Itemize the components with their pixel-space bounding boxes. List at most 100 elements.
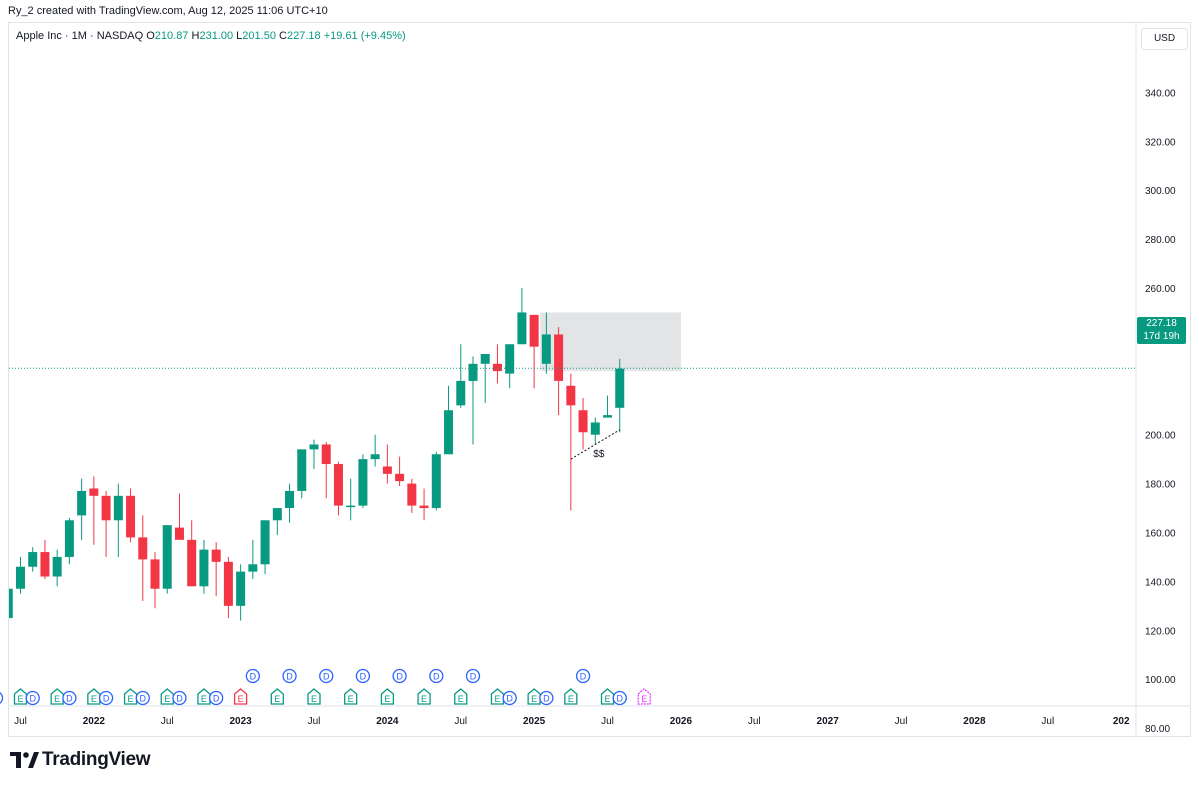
earnings-marker: E bbox=[270, 688, 284, 705]
dividend-circle bbox=[62, 690, 77, 706]
candle bbox=[382, 444, 392, 484]
candle-body bbox=[211, 549, 221, 562]
candle bbox=[28, 547, 38, 572]
dividend-circle bbox=[392, 668, 407, 684]
earnings-letter: E bbox=[17, 694, 23, 704]
earnings-marker: E bbox=[87, 688, 101, 705]
candle-body bbox=[174, 527, 184, 540]
dividend-letter: D bbox=[360, 672, 367, 682]
dividend-circle bbox=[25, 690, 40, 706]
dividend-marker: D bbox=[465, 668, 481, 684]
candle-body bbox=[260, 520, 270, 565]
x-tick-label: 2024 bbox=[376, 716, 399, 727]
earnings-letter: E bbox=[494, 694, 500, 704]
x-tick-label: 2023 bbox=[229, 716, 252, 727]
x-tick-label: 2022 bbox=[83, 716, 106, 727]
candle bbox=[444, 385, 454, 455]
dividend-circle bbox=[209, 690, 224, 706]
ohlc-legend: Apple Inc · 1M · NASDAQ O210.87 H231.00 … bbox=[16, 30, 406, 42]
y-tick-label: 160.00 bbox=[1145, 529, 1176, 540]
candle bbox=[419, 488, 429, 521]
candle bbox=[517, 288, 527, 345]
dividend-marker: D bbox=[539, 690, 554, 706]
y-tick-label: 200.00 bbox=[1145, 431, 1176, 442]
low-value: 201.50 bbox=[242, 30, 276, 42]
candle-body bbox=[615, 368, 625, 408]
candle-body bbox=[541, 334, 551, 364]
dividend-letter: D bbox=[213, 694, 220, 704]
candle-body bbox=[126, 495, 136, 538]
dividend-letter: D bbox=[286, 672, 293, 682]
x-tick-label: Jul bbox=[895, 716, 908, 727]
earnings-shape bbox=[380, 688, 395, 705]
candle bbox=[260, 520, 270, 575]
candle-body bbox=[456, 380, 466, 406]
y-tick-label: 100.00 bbox=[1145, 675, 1176, 686]
low-label: L bbox=[236, 30, 243, 42]
dividend-circle bbox=[612, 690, 627, 706]
candle-body bbox=[199, 549, 209, 587]
candle-body bbox=[358, 459, 368, 506]
candle bbox=[126, 488, 136, 543]
x-tick-label: Jul bbox=[454, 716, 467, 727]
candle bbox=[603, 395, 613, 418]
dividend-marker: D bbox=[172, 690, 187, 706]
candle-body bbox=[407, 483, 417, 506]
trendline bbox=[570, 429, 621, 460]
dividend-marker: D bbox=[25, 690, 40, 706]
candle bbox=[578, 398, 588, 450]
candle bbox=[566, 373, 576, 511]
candle-body bbox=[444, 410, 454, 455]
earnings-letter: E bbox=[384, 694, 390, 704]
candle bbox=[223, 556, 233, 619]
dividend-circle bbox=[319, 668, 334, 684]
candle bbox=[89, 476, 99, 545]
y-tick-label: 140.00 bbox=[1145, 577, 1176, 588]
earnings-shape bbox=[564, 688, 578, 705]
earnings-letter: E bbox=[605, 694, 611, 704]
earnings-marker: E bbox=[307, 688, 321, 705]
dividend-marker: D bbox=[612, 690, 627, 706]
candle-body bbox=[15, 566, 25, 589]
earnings-marker: E bbox=[160, 688, 174, 705]
dividend-circle bbox=[172, 690, 187, 706]
candle bbox=[321, 442, 331, 499]
candle-body bbox=[370, 454, 380, 460]
candle-body bbox=[187, 539, 197, 587]
currency-button[interactable]: USD bbox=[1141, 28, 1188, 50]
candle bbox=[236, 564, 246, 621]
candle bbox=[541, 312, 551, 374]
earnings-shape bbox=[270, 688, 284, 705]
symbol-label[interactable]: Apple Inc · 1M · NASDAQ bbox=[16, 30, 144, 42]
candle-body bbox=[162, 525, 172, 589]
earnings-letter: E bbox=[531, 694, 537, 704]
x-tick-label: Jul bbox=[161, 716, 174, 727]
candle-body bbox=[578, 410, 588, 433]
resistance-zone bbox=[540, 312, 681, 372]
dividend-letter: D bbox=[323, 672, 330, 682]
candle bbox=[187, 520, 197, 587]
candle bbox=[346, 478, 356, 521]
earnings-letter: E bbox=[238, 694, 244, 704]
open-value: 210.87 bbox=[154, 30, 189, 42]
tradingview-brand: TradingView bbox=[10, 748, 151, 772]
earnings-shape bbox=[417, 688, 431, 705]
dividend-marker: D bbox=[392, 668, 407, 684]
dividend-circle bbox=[465, 668, 481, 684]
close-label: C bbox=[279, 30, 287, 42]
candle bbox=[9, 588, 13, 619]
candle-body bbox=[64, 520, 74, 557]
plot-area bbox=[9, 288, 681, 621]
y-tick-label: 260.00 bbox=[1145, 284, 1176, 295]
earnings-letter: E bbox=[311, 694, 317, 704]
dividend-marker: D bbox=[355, 668, 371, 684]
x-tick-label: 2027 bbox=[817, 716, 840, 727]
close-value: 227.18 bbox=[286, 30, 321, 42]
candle-body bbox=[52, 556, 62, 577]
earnings-letter: E bbox=[54, 694, 60, 704]
x-tick-label: Jul bbox=[601, 716, 614, 727]
x-tick-label: Jul bbox=[308, 716, 321, 727]
dividend-marker: D bbox=[209, 690, 224, 706]
tradingview-logo-icon bbox=[10, 752, 39, 768]
